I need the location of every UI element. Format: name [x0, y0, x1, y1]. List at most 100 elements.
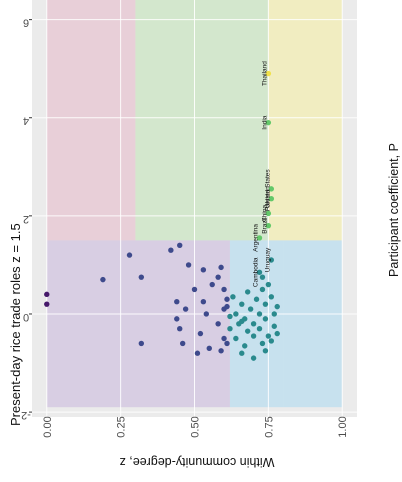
data-point-64 — [259, 274, 266, 280]
data-point-49 — [256, 311, 263, 317]
data-point-62 — [274, 330, 280, 337]
data-point-11 — [182, 306, 189, 312]
chart-title: Present-day rice trade roles z = 1.5 — [8, 223, 23, 426]
country-label-7: Uruguay — [264, 247, 271, 272]
data-point-22 — [218, 264, 224, 271]
data-point-7 — [177, 242, 183, 248]
data-point-3 — [126, 252, 133, 258]
data-point-47 — [250, 355, 257, 361]
data-point-18 — [200, 299, 207, 305]
data-point-38 — [239, 350, 245, 356]
labeled-point-3 — [268, 195, 275, 202]
data-point-19 — [203, 311, 210, 317]
data-point-37 — [233, 335, 239, 342]
data-point-63 — [265, 281, 272, 288]
data-point-39 — [239, 301, 245, 307]
data-point-41 — [244, 328, 251, 334]
data-point-24 — [221, 286, 227, 293]
labeled-point-6 — [256, 235, 263, 241]
x-tick-label-4: -2 — [21, 409, 31, 421]
data-point-65 — [239, 318, 245, 325]
data-point-43 — [244, 289, 251, 295]
region-r5 — [46, 0, 136, 241]
country-label-2: United States — [264, 169, 271, 209]
data-point-54 — [262, 316, 269, 322]
data-point-4 — [138, 274, 145, 280]
x-tick-label-2: 2 — [23, 213, 29, 225]
data-point-6 — [138, 340, 145, 347]
data-point-52 — [259, 286, 266, 293]
region-r6 — [135, 0, 269, 241]
labeled-point-8 — [256, 269, 263, 275]
country-label-6: Argentina — [253, 224, 260, 252]
data-point-44 — [247, 306, 254, 312]
data-point-42 — [242, 343, 248, 349]
data-point-29 — [218, 348, 224, 354]
x-axis-ticks: 6 4 2 0 -2 — [21, 17, 32, 421]
labeled-point-7 — [268, 257, 275, 263]
data-point-28 — [221, 335, 227, 342]
data-point-25 — [224, 296, 230, 302]
data-points — [44, 242, 280, 361]
data-point-56 — [262, 348, 269, 354]
y-tick-label-4: 1.00 — [337, 416, 349, 437]
x-tick-label-1: 4 — [23, 115, 29, 127]
country-label-3: Pakistan — [264, 186, 271, 211]
data-point-57 — [268, 294, 275, 300]
x-axis-title: Within community-degree, z — [120, 455, 275, 469]
y-tick-label-2: 0.50 — [190, 416, 202, 437]
data-point-14 — [179, 340, 186, 347]
region-r1 — [46, 240, 62, 408]
grid-lines — [32, 0, 357, 417]
data-point-51 — [259, 340, 266, 347]
data-point-17 — [209, 281, 215, 288]
data-point-59 — [271, 323, 277, 329]
data-point-60 — [268, 338, 275, 344]
data-point-55 — [265, 333, 272, 339]
region-r4 — [283, 240, 343, 408]
data-point-15 — [194, 350, 201, 356]
country-labels: Thailand India United StatesPakistanChinaB… — [253, 61, 275, 287]
data-point-8 — [185, 262, 192, 268]
y-axis-ticks: 0.00 0.25 0.50 0.75 1.00 — [42, 416, 349, 437]
data-point-58 — [271, 311, 277, 317]
data-point-16 — [200, 267, 207, 273]
labeled-point-1 — [265, 119, 272, 126]
data-point-34 — [230, 294, 236, 300]
data-point-46 — [250, 333, 257, 339]
data-point-21 — [206, 345, 212, 352]
data-point-0 — [44, 291, 50, 298]
country-label-8: Cambodia — [253, 257, 260, 287]
data-point-23 — [215, 274, 221, 280]
country-label-1: India — [261, 115, 268, 129]
data-point-31 — [227, 313, 233, 320]
data-point-12 — [174, 316, 180, 322]
y-tick-label-3: 0.75 — [263, 416, 275, 437]
country-label-5: Brazil — [261, 217, 268, 234]
data-point-27 — [215, 321, 221, 327]
labeled-point-0 — [265, 70, 272, 77]
data-point-48 — [253, 296, 260, 302]
data-point-53 — [262, 301, 269, 307]
data-point-45 — [250, 321, 257, 327]
labeled-point-4 — [265, 210, 272, 217]
data-point-32 — [227, 325, 233, 332]
data-point-30 — [224, 303, 230, 310]
data-point-5 — [168, 247, 174, 253]
data-point-33 — [224, 340, 230, 347]
data-point-61 — [274, 303, 280, 310]
data-point-13 — [177, 325, 183, 332]
x-tick-label-3: 0 — [23, 311, 29, 323]
data-point-35 — [233, 311, 239, 317]
country-label-0: Thailand — [261, 61, 268, 86]
country-label-4: China — [261, 205, 268, 222]
y-axis-title: Participant coefficient, P — [387, 143, 401, 277]
data-point-10 — [174, 299, 180, 305]
y-tick-label-1: 0.25 — [116, 416, 128, 437]
data-point-20 — [197, 330, 204, 337]
data-point-50 — [256, 325, 263, 332]
data-point-9 — [191, 286, 198, 293]
region-r7 — [268, 0, 343, 241]
y-tick-label-0: 0.00 — [42, 416, 54, 437]
